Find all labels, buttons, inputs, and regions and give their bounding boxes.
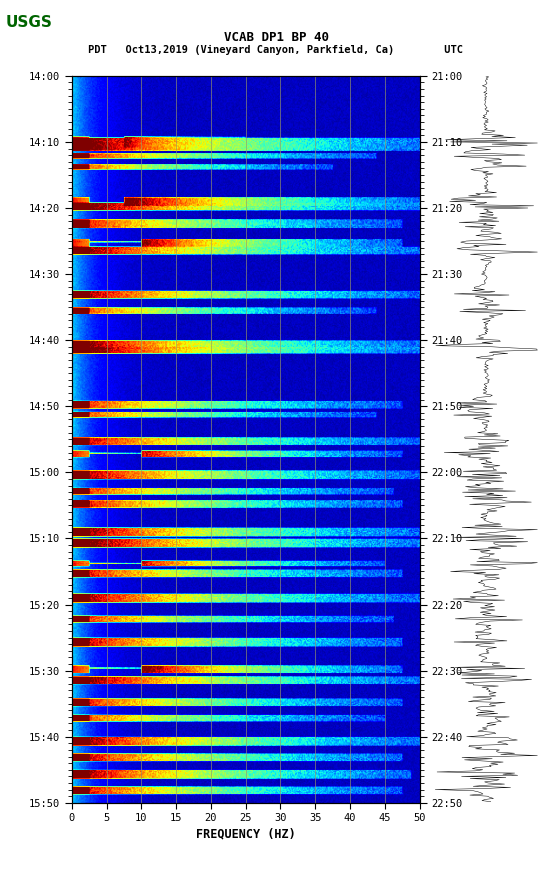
X-axis label: FREQUENCY (HZ): FREQUENCY (HZ)	[196, 828, 295, 840]
Text: VCAB DP1 BP 40: VCAB DP1 BP 40	[224, 31, 328, 45]
Text: USGS: USGS	[6, 15, 52, 29]
Text: PDT   Oct13,2019 (Vineyard Canyon, Parkfield, Ca)        UTC: PDT Oct13,2019 (Vineyard Canyon, Parkfie…	[88, 45, 464, 54]
